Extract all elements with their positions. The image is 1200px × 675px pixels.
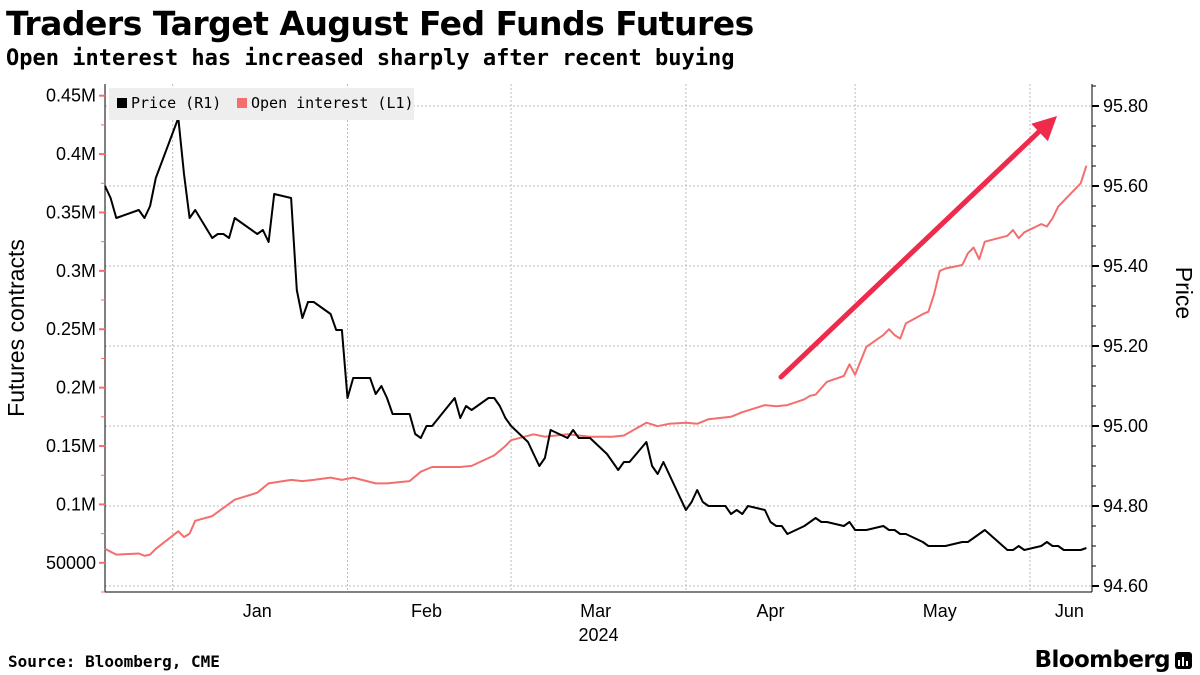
right-axis-title: Price [1171, 267, 1197, 319]
legend-swatch-price [117, 98, 127, 108]
open-interest-line [104, 165, 1088, 557]
grid [105, 84, 1092, 592]
legend-swatch-open-interest [237, 98, 247, 108]
chart-subtitle: Open interest has increased sharply afte… [6, 46, 735, 71]
right-tick-label: 95.60 [1103, 176, 1148, 196]
x-year-label: 2024 [578, 625, 618, 645]
x-tick-label: Jan [243, 601, 272, 621]
left-tick-label: 0.15M [46, 436, 96, 456]
x-tick-label: Mar [580, 601, 611, 621]
left-tick-label: 50000 [46, 553, 96, 573]
price-line [104, 117, 1087, 551]
left-tick-label: 0.1M [56, 494, 96, 514]
right-tick-label: 95.00 [1103, 416, 1148, 436]
x-tick-label: Feb [411, 601, 442, 621]
series [104, 117, 1088, 557]
right-tick-label: 95.40 [1103, 256, 1148, 276]
right-tick-label: 94.80 [1103, 496, 1148, 516]
brand-logo: Bloomberg [1035, 647, 1192, 673]
right-tick-label: 95.20 [1103, 336, 1148, 356]
source-note: Source: Bloomberg, CME [8, 652, 220, 671]
axes: 50000 0.1M 0.15M 0.2M 0.25M 0.3M 0.35M 0.4M 0.45… [3, 84, 1197, 645]
annotation [778, 116, 1057, 380]
left-tick-label: 0.45M [46, 86, 96, 106]
left-tick-label: 0.35M [46, 202, 96, 222]
legend-label-open-interest: Open interest (L1) [251, 94, 414, 112]
brand-name: Bloomberg [1034, 647, 1171, 673]
left-tick-label: 0.4M [56, 144, 96, 164]
right-tick-label: 94.60 [1103, 576, 1148, 596]
chart-title: Traders Target August Fed Funds Futures [6, 4, 754, 43]
left-tick-label: 0.2M [56, 378, 96, 398]
x-tick-label: Jun [1055, 601, 1084, 621]
left-axis-title: Futures contracts [3, 239, 29, 417]
annotation-arrow-shaft [778, 123, 1048, 380]
annotation-arrow-head [1031, 116, 1057, 142]
x-tick-label: Apr [757, 601, 785, 621]
legend-label-price: Price (R1) [131, 94, 221, 112]
right-tick-label: 95.80 [1103, 96, 1148, 116]
bloomberg-terminal-icon [1175, 651, 1192, 669]
legend: Price (R1) Open interest (L1) [109, 88, 414, 120]
x-tick-label: May [923, 601, 957, 621]
left-tick-label: 0.3M [56, 261, 96, 281]
left-tick-label: 0.25M [46, 319, 96, 339]
legend-box [109, 88, 414, 120]
